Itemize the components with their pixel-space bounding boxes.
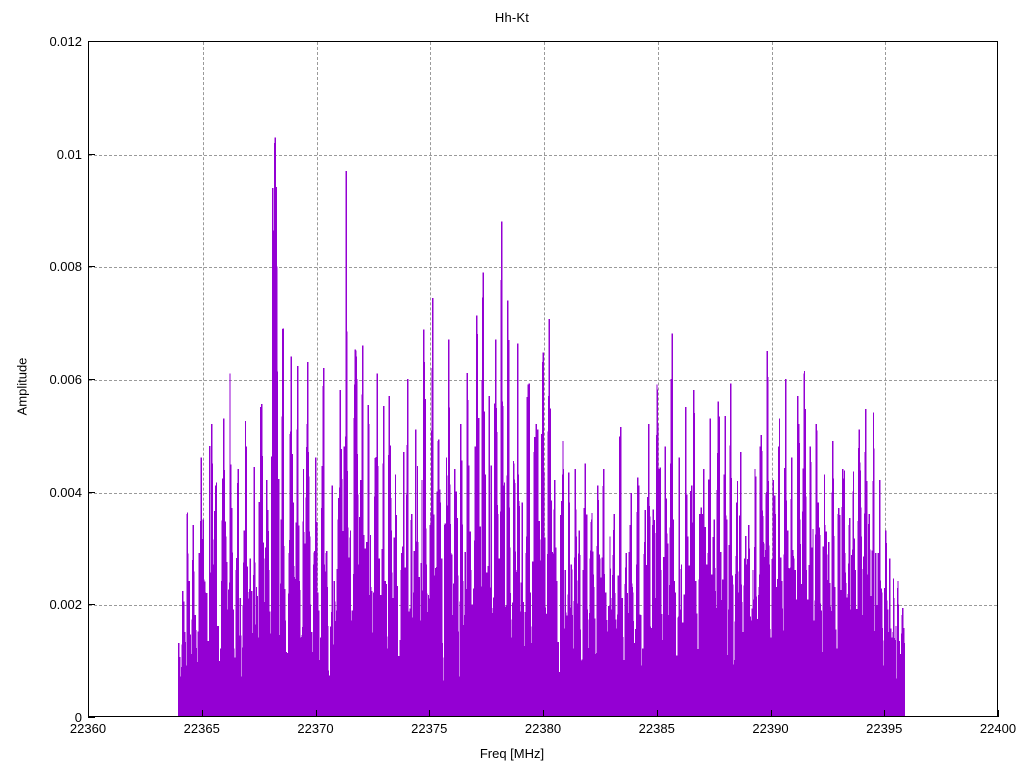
y-tick-mark [88, 41, 95, 42]
y-tick-label: 0.012 [49, 34, 82, 49]
x-tick-mark [315, 710, 317, 717]
x-tick-mark [88, 710, 89, 717]
gridline-vertical [316, 42, 318, 716]
gridline-vertical [885, 42, 887, 716]
gridline-horizontal [89, 267, 997, 269]
x-tick-mark [998, 710, 999, 717]
x-tick-label: 22390 [752, 721, 789, 736]
x-axis-label: Freq [MHz] [479, 746, 545, 761]
y-tick-label: 0.002 [49, 597, 82, 613]
gridline-horizontal [89, 154, 997, 156]
y-tick-label: 0.004 [49, 484, 82, 500]
y-tick-label: 0.008 [49, 259, 82, 275]
gridline-vertical [430, 42, 432, 716]
x-tick-label: 22370 [297, 721, 334, 736]
x-tick-mark [543, 710, 544, 717]
y-tick-mark [88, 379, 95, 380]
x-tick-label: 22385 [638, 721, 675, 736]
x-tick-mark [884, 710, 886, 717]
y-axis-label: Amplitude [14, 357, 30, 416]
x-tick-mark [770, 710, 772, 717]
y-tick-mark [88, 717, 95, 718]
chart-title: Hh-Kt [494, 10, 530, 25]
y-tick-mark [88, 153, 95, 155]
x-tick-mark [201, 710, 203, 717]
x-tick-label: 22360 [69, 721, 107, 736]
x-tick-label: 22380 [524, 721, 562, 736]
gridline-vertical [202, 42, 204, 716]
y-tick-label: 0 [74, 710, 82, 725]
spike-series [177, 137, 905, 716]
y-tick-mark [88, 266, 95, 268]
gridline-vertical [771, 42, 773, 716]
gridline-vertical [544, 42, 545, 716]
x-tick-mark [656, 710, 658, 717]
spike-path [177, 137, 905, 716]
y-tick-label: 0.006 [49, 372, 82, 387]
x-tick-label: 22375 [411, 721, 448, 736]
gridline-vertical [657, 42, 659, 716]
x-tick-label: 22365 [183, 721, 220, 736]
plot-area [88, 41, 998, 717]
y-tick-label: 0.01 [56, 146, 82, 162]
x-tick-label: 22395 [866, 721, 903, 736]
y-tick-mark [88, 604, 95, 606]
x-tick-label: 22400 [979, 721, 1017, 736]
x-tick-mark [429, 710, 431, 717]
y-tick-mark [88, 491, 95, 493]
